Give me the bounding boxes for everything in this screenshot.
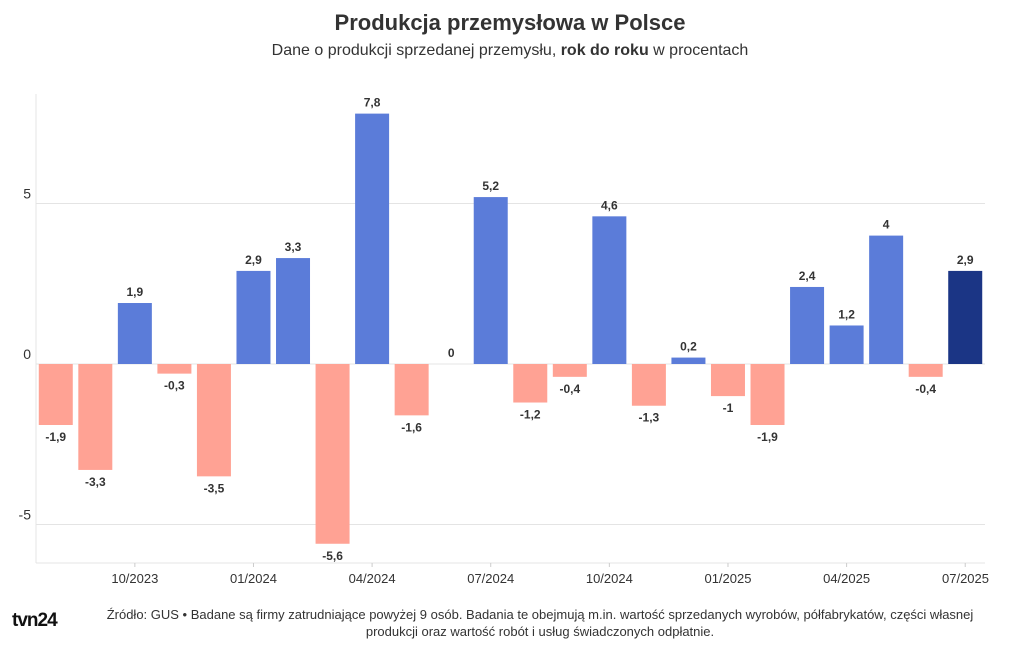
bar-value-label: 1,2 [838, 307, 855, 321]
bar [829, 325, 864, 364]
bar [196, 364, 231, 477]
chart-title: Produkcja przemysłowa w Polsce [334, 10, 686, 35]
bar-value-label: 0,2 [680, 340, 697, 354]
bar-layer [38, 113, 983, 544]
bar [473, 197, 508, 364]
bar-value-label: -0,4 [559, 382, 580, 396]
bar-value-label: -0,4 [915, 382, 936, 396]
y-tick-label: -5 [19, 507, 32, 523]
bar [78, 364, 113, 470]
bar [671, 357, 706, 364]
bar-value-label: -1 [723, 401, 734, 415]
bar [513, 364, 548, 403]
bar [552, 364, 587, 377]
bar [355, 113, 390, 365]
x-tick-label: 04/2025 [823, 571, 870, 586]
bar-value-label: -3,5 [204, 481, 225, 495]
bar [631, 364, 666, 406]
bar-value-label: 2,9 [957, 253, 974, 267]
bar-value-label: -0,3 [164, 379, 185, 393]
subtitle-suffix: w procentach [648, 42, 749, 59]
bar-value-label: 5,2 [482, 179, 499, 193]
bar [394, 364, 429, 416]
bar-value-label: -5,6 [322, 549, 343, 563]
x-tick-label: 10/2024 [586, 571, 633, 586]
bar-value-label: -1,9 [45, 430, 66, 444]
bar [236, 270, 271, 364]
bar [710, 364, 745, 397]
source-line-1: Źródło: GUS • Badane są firmy zatrudniaj… [106, 607, 974, 622]
y-tick-label: 5 [23, 186, 31, 202]
axis-layer: -5 0 5 10/2023 01/2024 04/2024 07/2024 10/2024 0… [19, 186, 989, 587]
bar [315, 364, 350, 544]
subtitle-prefix: Dane o produkcji sprzedanej przemysłu, [271, 42, 561, 59]
bar-chart: -1,9 -3,3 1,9 -0,3 -3,5 2,9 3,3 -5,6 7,8 -1,6 0 5,2… [19, 94, 989, 587]
x-tick-label: 07/2025 [942, 571, 989, 586]
subtitle-bold: rok do roku [560, 42, 649, 59]
bar [117, 303, 152, 364]
bar-value-label: -1,6 [401, 420, 422, 434]
bar [157, 364, 192, 374]
bar [908, 364, 943, 377]
bar [948, 270, 983, 364]
bar-value-label: 2,9 [245, 253, 262, 267]
x-tick-label: 10/2023 [111, 571, 158, 586]
x-tick-label: 01/2025 [704, 571, 751, 586]
bar-value-label: 3,3 [285, 240, 302, 254]
bar-value-label: 4,6 [601, 198, 618, 212]
grid-layer [35, 94, 985, 564]
bar-value-label: 0 [448, 346, 455, 360]
bar [790, 286, 825, 364]
x-tick-label: 04/2024 [349, 571, 396, 586]
bar-value-label: 2,4 [799, 269, 816, 283]
bar-value-label: -1,2 [520, 408, 541, 422]
bar-value-label: -1,9 [757, 430, 778, 444]
label-layer: -1,9 -3,3 1,9 -0,3 -3,5 2,9 3,3 -5,6 7,8 -1,6 0 5,2… [45, 96, 973, 563]
y-tick-label: 0 [23, 346, 31, 362]
bar [869, 235, 904, 364]
bar-value-label: 4 [883, 218, 890, 232]
bar-value-label: -3,3 [85, 475, 106, 489]
bar [38, 364, 73, 425]
tvn24-logo: tvn24 [12, 610, 58, 631]
bar-value-label: 1,9 [127, 285, 144, 299]
bar [750, 364, 785, 425]
source-note: Źródło: GUS • Badane są firmy zatrudniaj… [70, 606, 1010, 640]
x-tick-label: 07/2024 [467, 571, 514, 586]
bar-value-label: -1,3 [639, 411, 660, 425]
x-tick-label: 01/2024 [230, 571, 277, 586]
source-line-2: produkcji oraz wartość robót i usług świ… [365, 624, 715, 639]
bar-value-label: 7,8 [364, 96, 381, 110]
chart-subtitle: Dane o produkcji sprzedanej przemysłu, r… [0, 42, 1020, 60]
bar [592, 216, 627, 364]
bar [276, 258, 311, 364]
